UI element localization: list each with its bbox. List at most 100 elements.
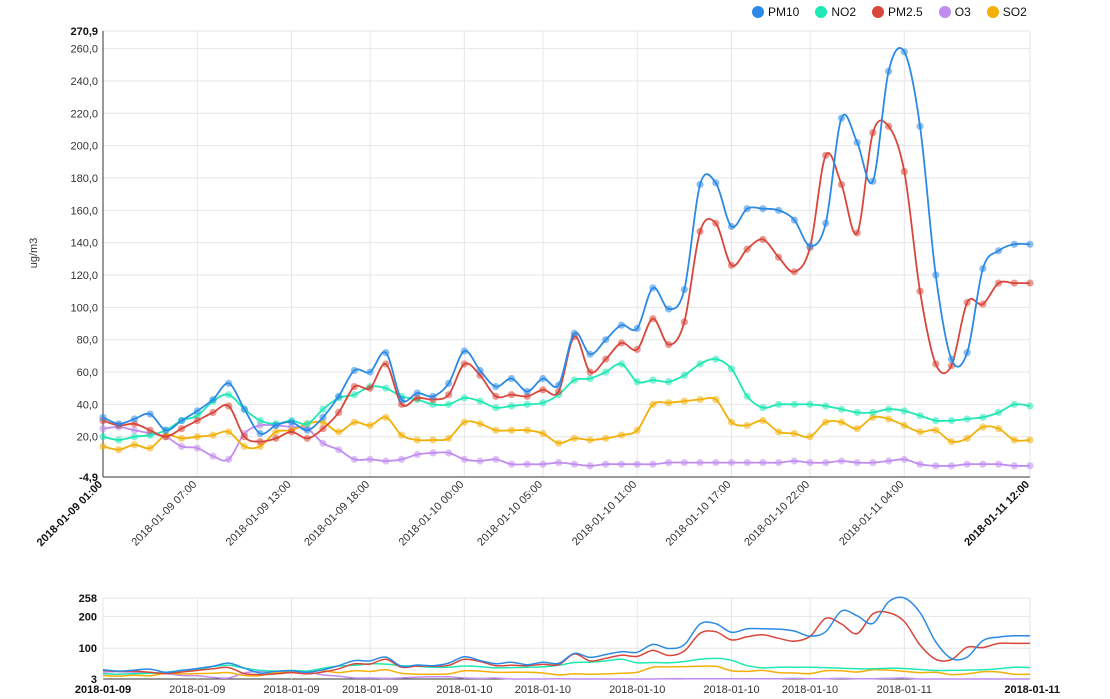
data-point-no2[interactable] xyxy=(727,365,736,373)
data-point-pm10[interactable] xyxy=(335,392,343,400)
data-point-o3[interactable] xyxy=(445,449,453,457)
data-point-o3[interactable] xyxy=(555,459,563,467)
data-point-pm25[interactable] xyxy=(869,129,877,137)
data-point-o3[interactable] xyxy=(319,439,327,447)
data-point-o3[interactable] xyxy=(507,460,516,468)
data-point-pm25[interactable] xyxy=(649,315,657,323)
data-point-so2[interactable] xyxy=(335,428,343,436)
data-point-pm25[interactable] xyxy=(979,300,987,308)
data-point-o3[interactable] xyxy=(837,457,846,465)
data-point-no2[interactable] xyxy=(99,433,107,441)
data-point-pm25[interactable] xyxy=(1010,279,1018,287)
data-point-so2[interactable] xyxy=(382,413,390,421)
data-point-pm25[interactable] xyxy=(822,151,830,159)
data-point-so2[interactable] xyxy=(413,436,421,444)
data-point-no2[interactable] xyxy=(680,371,688,379)
data-point-o3[interactable] xyxy=(335,446,343,454)
data-point-no2[interactable] xyxy=(979,413,987,421)
data-point-pm10[interactable] xyxy=(287,418,296,426)
data-point-so2[interactable] xyxy=(366,421,374,430)
data-point-no2[interactable] xyxy=(932,416,940,425)
data-point-no2[interactable] xyxy=(492,404,500,412)
data-point-o3[interactable] xyxy=(476,457,484,465)
data-point-o3[interactable] xyxy=(460,455,468,463)
data-point-o3[interactable] xyxy=(932,462,940,470)
data-point-o3[interactable] xyxy=(382,457,390,465)
data-point-pm25[interactable] xyxy=(680,318,688,326)
data-point-pm10[interactable] xyxy=(570,329,578,337)
data-point-no2[interactable] xyxy=(790,400,798,408)
data-point-pm25[interactable] xyxy=(287,428,296,436)
data-point-so2[interactable] xyxy=(617,431,626,439)
data-point-pm10[interactable] xyxy=(759,205,767,213)
data-point-no2[interactable] xyxy=(617,360,626,368)
data-point-pm10[interactable] xyxy=(146,410,154,418)
data-point-so2[interactable] xyxy=(429,436,437,444)
data-point-pm25[interactable] xyxy=(350,383,358,391)
data-point-so2[interactable] xyxy=(350,418,358,426)
data-point-o3[interactable] xyxy=(523,460,531,468)
data-point-so2[interactable] xyxy=(916,428,924,436)
data-point-pm25[interactable] xyxy=(366,384,374,392)
data-point-so2[interactable] xyxy=(680,397,688,405)
data-point-no2[interactable] xyxy=(602,368,610,376)
data-point-pm25[interactable] xyxy=(303,434,311,442)
data-point-pm25[interactable] xyxy=(633,345,641,354)
data-point-o3[interactable] xyxy=(979,460,987,468)
data-point-o3[interactable] xyxy=(869,459,877,467)
data-point-so2[interactable] xyxy=(146,444,154,452)
data-point-so2[interactable] xyxy=(853,425,861,433)
data-point-pm25[interactable] xyxy=(162,433,170,441)
data-point-pm25[interactable] xyxy=(916,287,924,295)
data-point-so2[interactable] xyxy=(633,426,641,434)
data-point-pm10[interactable] xyxy=(476,366,484,375)
data-point-no2[interactable] xyxy=(759,404,767,412)
data-point-pm25[interactable] xyxy=(146,426,154,434)
data-point-so2[interactable] xyxy=(649,400,657,408)
data-point-o3[interactable] xyxy=(963,460,971,468)
data-point-pm10[interactable] xyxy=(460,347,468,355)
data-point-no2[interactable] xyxy=(1010,400,1018,408)
data-point-so2[interactable] xyxy=(759,416,767,425)
data-point-pm10[interactable] xyxy=(727,222,736,231)
data-point-pm10[interactable] xyxy=(869,177,877,185)
data-point-no2[interactable] xyxy=(539,399,547,407)
data-point-so2[interactable] xyxy=(900,421,908,430)
data-point-no2[interactable] xyxy=(350,391,358,399)
data-point-pm25[interactable] xyxy=(994,279,1003,287)
data-point-so2[interactable] xyxy=(460,418,468,426)
data-point-o3[interactable] xyxy=(225,455,233,463)
data-point-o3[interactable] xyxy=(1010,462,1018,470)
data-point-so2[interactable] xyxy=(696,395,704,404)
data-point-pm25[interactable] xyxy=(963,298,971,307)
data-point-o3[interactable] xyxy=(177,442,186,451)
data-point-pm10[interactable] xyxy=(193,407,201,415)
data-point-o3[interactable] xyxy=(916,460,924,468)
data-point-o3[interactable] xyxy=(492,455,500,463)
data-point-so2[interactable] xyxy=(225,428,233,436)
data-point-so2[interactable] xyxy=(539,429,547,438)
data-point-pm10[interactable] xyxy=(617,321,626,329)
data-point-no2[interactable] xyxy=(1026,402,1034,410)
data-point-pm25[interactable] xyxy=(759,235,767,244)
data-point-no2[interactable] xyxy=(994,408,1003,417)
data-point-o3[interactable] xyxy=(99,425,107,433)
data-point-so2[interactable] xyxy=(570,434,578,442)
data-point-pm25[interactable] xyxy=(853,229,861,237)
data-point-o3[interactable] xyxy=(539,460,547,468)
data-point-pm10[interactable] xyxy=(822,219,830,227)
data-point-pm25[interactable] xyxy=(492,392,500,400)
data-point-pm10[interactable] xyxy=(413,389,421,397)
data-point-pm25[interactable] xyxy=(445,391,453,399)
data-point-no2[interactable] xyxy=(869,408,877,417)
data-point-pm10[interactable] xyxy=(319,413,327,421)
data-point-pm10[interactable] xyxy=(240,405,249,413)
legend-item-o3[interactable]: O3 xyxy=(938,5,971,19)
data-point-so2[interactable] xyxy=(884,415,893,423)
data-point-pm10[interactable] xyxy=(256,429,264,438)
data-point-pm25[interactable] xyxy=(837,180,846,189)
data-point-so2[interactable] xyxy=(743,421,751,430)
data-point-o3[interactable] xyxy=(209,452,217,460)
data-point-pm10[interactable] xyxy=(806,242,814,250)
data-point-so2[interactable] xyxy=(1026,436,1034,444)
